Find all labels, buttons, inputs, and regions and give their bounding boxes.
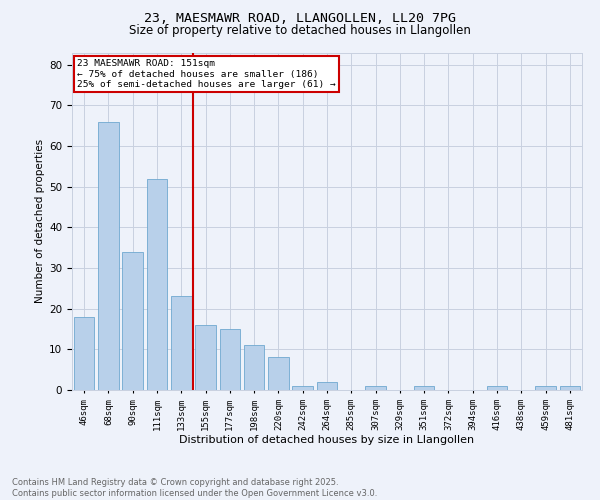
Bar bbox=[292, 386, 313, 390]
Bar bbox=[487, 386, 508, 390]
Bar bbox=[244, 346, 265, 390]
Y-axis label: Number of detached properties: Number of detached properties bbox=[35, 139, 45, 304]
Bar bbox=[317, 382, 337, 390]
Bar bbox=[560, 386, 580, 390]
Bar bbox=[268, 358, 289, 390]
Text: 23 MAESMAWR ROAD: 151sqm
← 75% of detached houses are smaller (186)
25% of semi-: 23 MAESMAWR ROAD: 151sqm ← 75% of detach… bbox=[77, 59, 336, 89]
Bar bbox=[414, 386, 434, 390]
Bar bbox=[535, 386, 556, 390]
Text: 23, MAESMAWR ROAD, LLANGOLLEN, LL20 7PG: 23, MAESMAWR ROAD, LLANGOLLEN, LL20 7PG bbox=[144, 12, 456, 26]
Bar bbox=[220, 329, 240, 390]
Text: Contains HM Land Registry data © Crown copyright and database right 2025.
Contai: Contains HM Land Registry data © Crown c… bbox=[12, 478, 377, 498]
Bar bbox=[171, 296, 191, 390]
Text: Size of property relative to detached houses in Llangollen: Size of property relative to detached ho… bbox=[129, 24, 471, 37]
Bar bbox=[122, 252, 143, 390]
Bar bbox=[98, 122, 119, 390]
Bar bbox=[365, 386, 386, 390]
Bar bbox=[146, 178, 167, 390]
Bar bbox=[74, 317, 94, 390]
X-axis label: Distribution of detached houses by size in Llangollen: Distribution of detached houses by size … bbox=[179, 436, 475, 446]
Bar bbox=[195, 325, 216, 390]
